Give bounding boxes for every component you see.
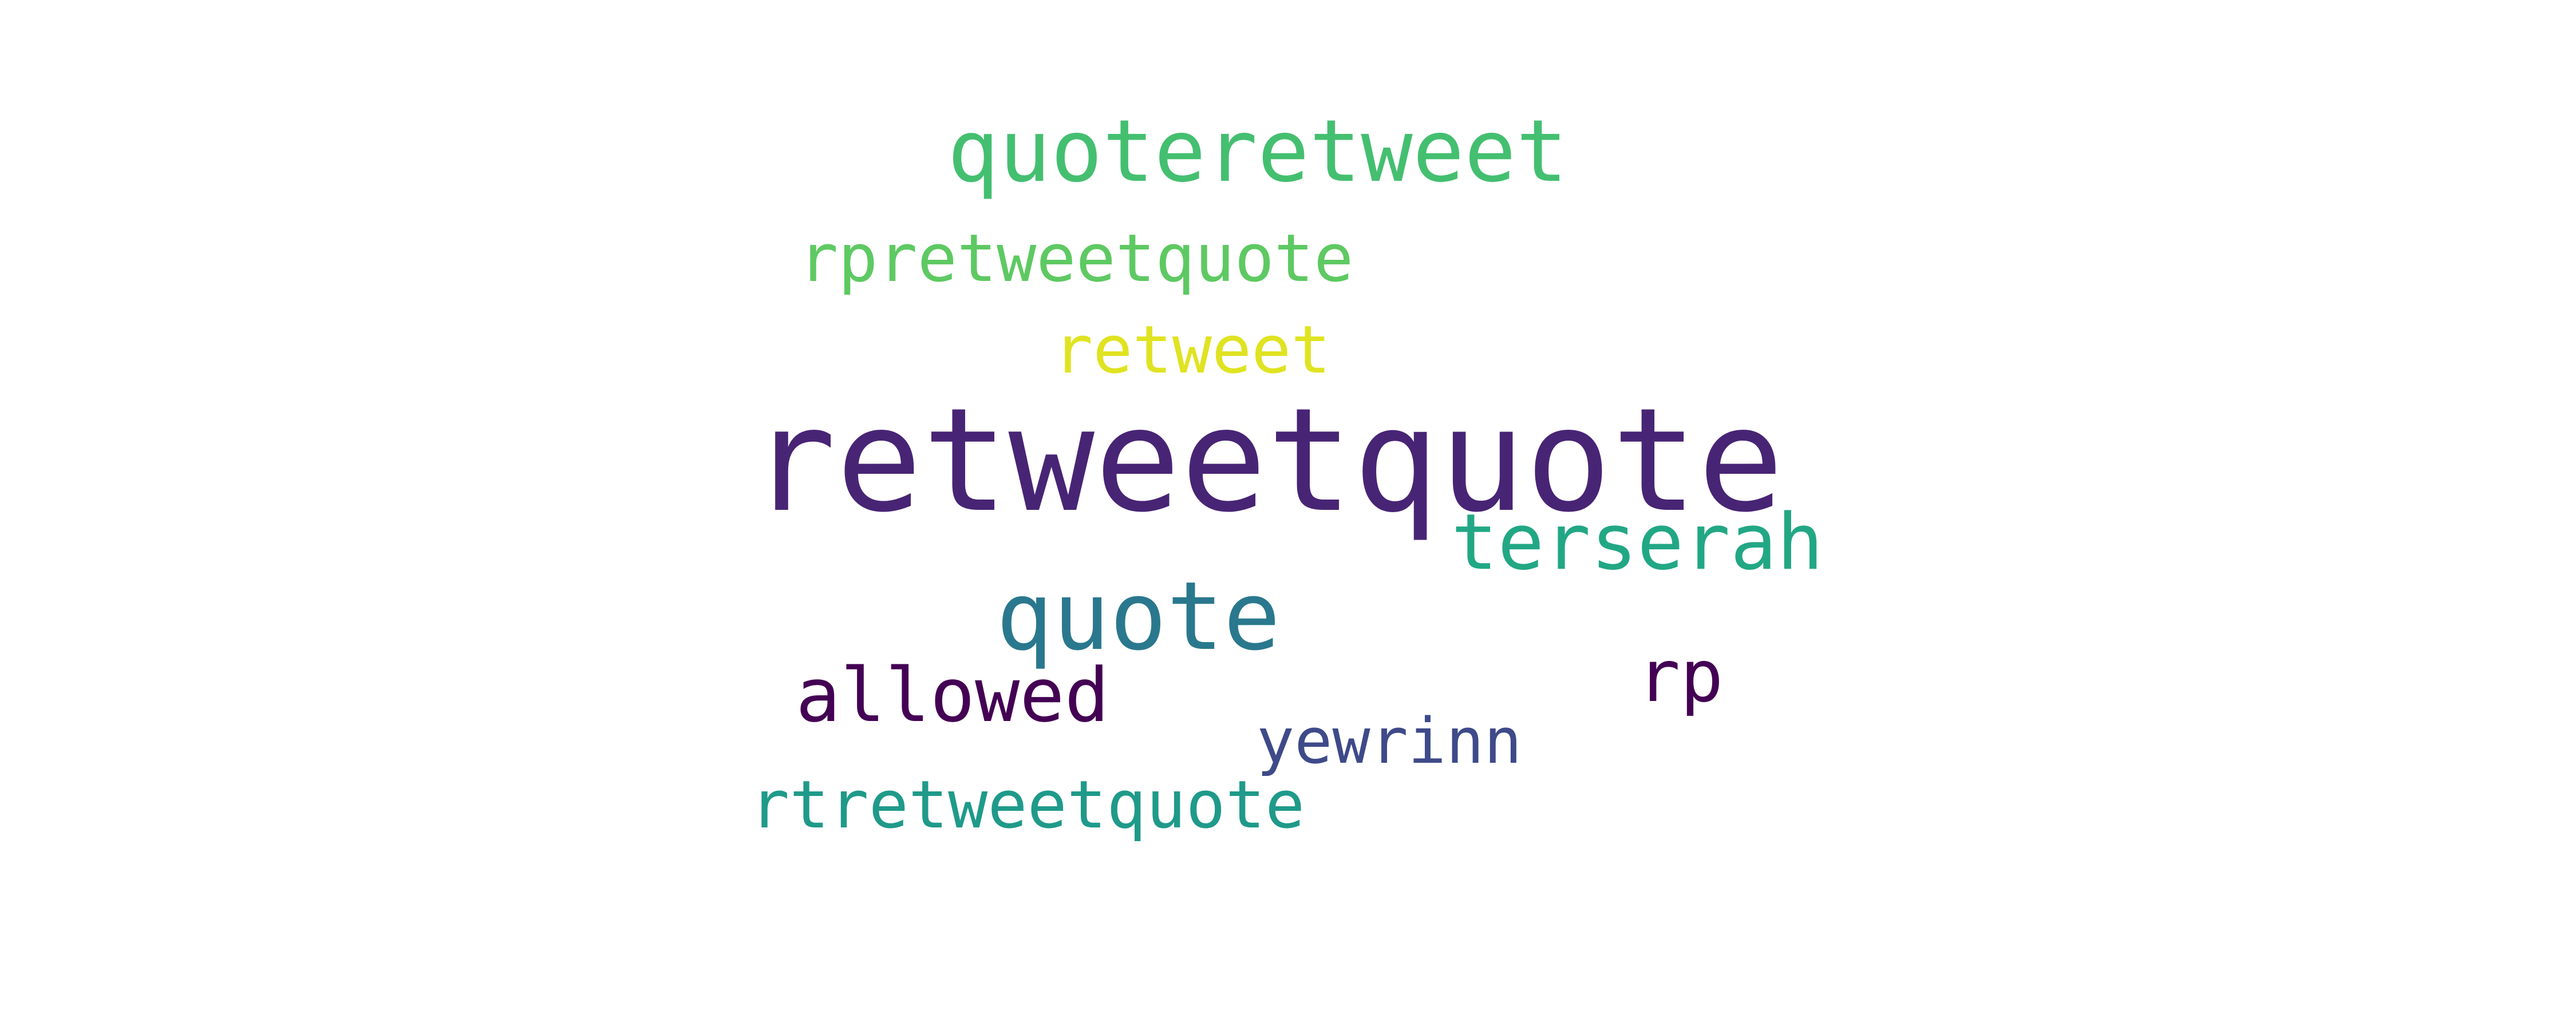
word-retweetquote: retweetquote: [750, 377, 1784, 544]
word-rtretweetquote: rtretweetquote: [750, 767, 1305, 843]
word-retweet: retweet: [1053, 312, 1331, 389]
word-rp: rp: [1637, 635, 1724, 718]
word-quoteretweet: quoteretweet: [947, 102, 1568, 201]
word-yewrinn: yewrinn: [1257, 704, 1522, 778]
word-terserah: terserah: [1451, 497, 1824, 587]
word-quote: quote: [996, 561, 1281, 671]
word-rpretweetquote: rpretweetquote: [799, 220, 1354, 297]
word-allowed: allowed: [796, 652, 1109, 739]
